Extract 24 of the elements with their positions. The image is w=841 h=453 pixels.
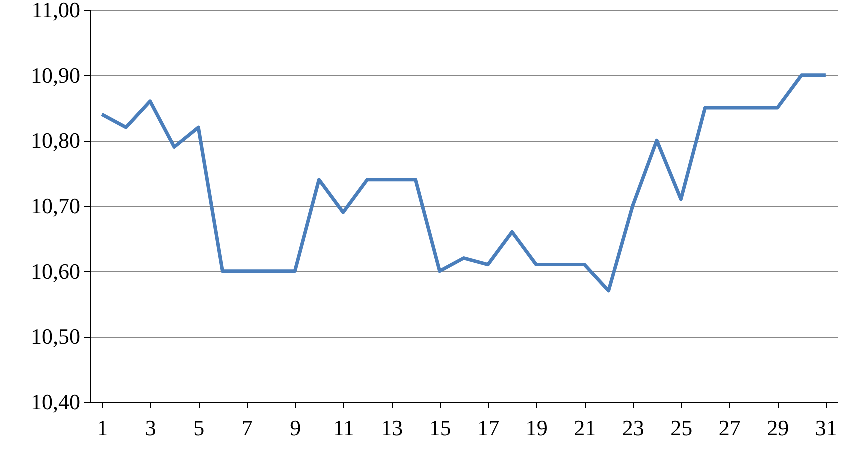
y-tick-label: 10,70 — [31, 194, 80, 218]
x-tick-label: 23 — [622, 416, 644, 440]
x-tick-label: 15 — [429, 416, 452, 440]
x-tick-label: 25 — [670, 416, 693, 440]
x-tick-label: 1 — [97, 416, 108, 440]
x-tick-label: 27 — [718, 416, 741, 440]
x-tick-label: 13 — [381, 416, 404, 440]
x-tick-label: 11 — [333, 416, 354, 440]
x-tick-label: 21 — [574, 416, 596, 440]
x-tick-label: 9 — [290, 416, 302, 440]
x-tick-label: 5 — [194, 416, 205, 440]
y-tick-label: 10,60 — [31, 258, 80, 284]
x-tick-label: 19 — [526, 416, 548, 440]
x-tick-label: 31 — [815, 416, 838, 440]
x-tick-label: 17 — [478, 416, 500, 440]
line-series — [100, 74, 828, 293]
y-tick-label: 10,80 — [31, 128, 80, 154]
x-tick-label: 29 — [767, 416, 790, 440]
y-tick-label: 10,90 — [31, 62, 80, 88]
y-tick-label: 10,40 — [31, 390, 80, 414]
y-tick-label: 10,50 — [31, 324, 80, 350]
x-tick-label: 7 — [242, 416, 253, 440]
x-tick-label: 3 — [145, 416, 156, 440]
y-tick-label: 11,00 — [32, 0, 80, 22]
